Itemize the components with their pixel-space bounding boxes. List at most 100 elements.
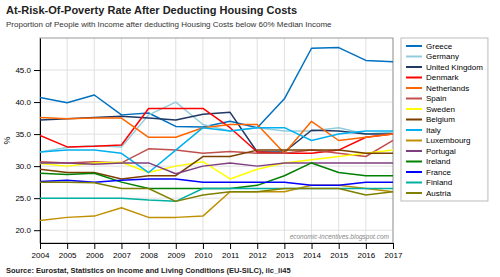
legend-frame <box>401 38 488 201</box>
annotation: economic-incentives.blogspot.com <box>290 233 390 241</box>
tick-mark <box>257 243 258 249</box>
tick-mark <box>149 243 150 249</box>
tick-mark <box>34 70 40 71</box>
legend-swatch <box>406 182 422 184</box>
subtitle: Proportion of People with Income after d… <box>6 20 332 29</box>
lines <box>40 48 393 221</box>
plot: 2004 2005 2006 2007 2008 2009 2010 2011 2012 2013… <box>15 38 403 260</box>
chart: At-Risk-Of-Poverty Rate After Deducting … <box>0 0 500 277</box>
tick: 20.0 <box>15 226 40 235</box>
grid-line <box>175 38 176 243</box>
series-line <box>40 182 393 201</box>
title: At-Risk-Of-Poverty Rate After Deducting … <box>6 4 297 16</box>
tick: 2007 <box>113 243 131 260</box>
legend-swatch <box>406 171 422 173</box>
tick-label: 2011 <box>222 251 240 260</box>
tick-label: 2016 <box>357 251 375 260</box>
tick: 2005 <box>59 243 77 260</box>
tick: 35.0 <box>15 130 40 139</box>
grid-line <box>67 38 68 243</box>
series-line <box>40 48 393 128</box>
tick: 45.0 <box>15 66 40 75</box>
series-line <box>40 150 393 179</box>
tick-label: 2006 <box>86 251 104 260</box>
legend-label: United Kingdom <box>426 63 483 72</box>
tick: 2006 <box>86 243 104 260</box>
legend-swatch <box>406 108 422 110</box>
legend-swatch <box>406 45 422 47</box>
legend-label: Portugal <box>426 147 456 156</box>
legend-swatch <box>406 150 422 152</box>
tick-mark <box>34 166 40 167</box>
tick-label: 45.0 <box>15 66 31 75</box>
tick-mark <box>121 243 122 249</box>
legend-swatch <box>406 192 422 194</box>
tick-label: 35.0 <box>15 130 31 139</box>
axis-line <box>40 39 41 244</box>
series-line <box>40 185 393 220</box>
legend-label: Spain <box>426 94 446 103</box>
legend-label: Belgium <box>426 115 455 124</box>
series-line <box>40 163 393 189</box>
tick-label: 2005 <box>59 251 77 260</box>
tick: 2010 <box>195 243 213 260</box>
tick-mark <box>34 102 40 103</box>
axis-line <box>41 243 394 244</box>
tick: 2012 <box>249 243 267 260</box>
grid-line <box>94 38 95 243</box>
grid-line <box>40 230 393 231</box>
source: Source: Eurostat, Statistics on Income a… <box>6 266 291 275</box>
legend-swatch <box>406 161 422 163</box>
tick: 2008 <box>140 243 158 260</box>
tick: 2016 <box>357 243 375 260</box>
grid-line <box>148 38 149 243</box>
tick-mark <box>203 243 204 249</box>
tick-mark <box>393 243 394 249</box>
tick-label: 2017 <box>385 251 403 260</box>
legend-swatch <box>406 66 422 68</box>
tick-label: 2014 <box>303 251 321 260</box>
legend-label: Ireland <box>426 157 450 166</box>
tick: 2004 <box>32 243 50 260</box>
grid <box>40 38 393 243</box>
legend-swatch <box>406 56 422 58</box>
tick-mark <box>34 198 40 199</box>
legend-swatch <box>406 129 422 131</box>
series-line <box>40 141 393 163</box>
tick-label: 40.0 <box>15 98 31 107</box>
legend-label: Luxembourg <box>426 136 470 145</box>
tick-label: 2012 <box>249 251 267 260</box>
tick: 40.0 <box>15 98 40 107</box>
tick-label: 2013 <box>276 251 294 260</box>
tick-mark <box>366 243 367 249</box>
grid-line <box>40 166 393 167</box>
series-line <box>40 117 393 153</box>
tick: 2011 <box>222 243 240 260</box>
legend-swatch <box>406 119 422 121</box>
legend: GreeceGermanyUnited KingdomDenmarkNether… <box>401 38 488 201</box>
tick-label: 2010 <box>195 251 213 260</box>
tick: 25.0 <box>15 194 40 203</box>
tick-mark <box>312 243 313 249</box>
tick-label: 30.0 <box>15 162 31 171</box>
tick: 2015 <box>330 243 348 260</box>
grid-line <box>284 38 285 243</box>
series-line <box>40 128 393 173</box>
grid-line <box>121 38 122 243</box>
tick-mark <box>94 243 95 249</box>
tick: 30.0 <box>15 162 40 171</box>
tick: 2009 <box>167 243 185 260</box>
tick-mark <box>176 243 177 249</box>
grid-line <box>230 38 231 243</box>
legend-swatch <box>406 77 422 79</box>
legend-label: Netherlands <box>426 84 469 93</box>
grid-line <box>365 38 366 243</box>
series-line <box>40 102 393 152</box>
tick-label: 2015 <box>330 251 348 260</box>
tick-mark <box>339 243 340 249</box>
legend-label: Denmark <box>426 73 459 82</box>
y-axis-title: % <box>2 136 12 144</box>
series-line <box>40 108 393 153</box>
tick: 2013 <box>276 243 294 260</box>
tick-label: 2008 <box>140 251 158 260</box>
